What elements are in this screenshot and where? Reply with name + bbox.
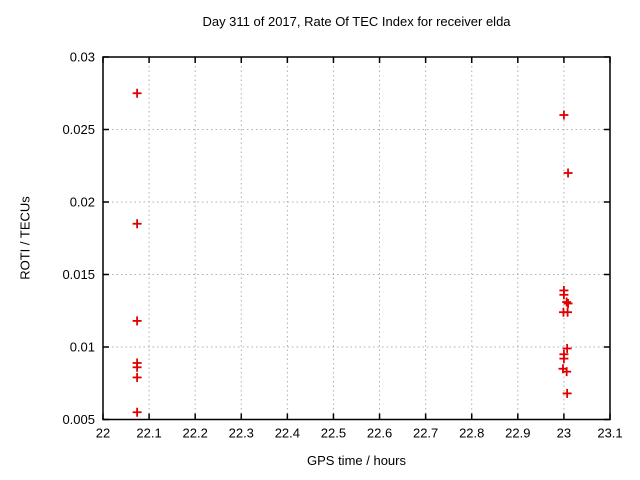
x-tick-label: 22.5 bbox=[321, 426, 346, 441]
y-tick-label: 0.03 bbox=[70, 50, 95, 65]
x-tick-label: 22.9 bbox=[505, 426, 530, 441]
x-tick-label: 22.1 bbox=[136, 426, 161, 441]
y-tick-label: 0.01 bbox=[70, 340, 95, 355]
y-tick-label: 0.005 bbox=[62, 412, 95, 427]
y-tick-label: 0.025 bbox=[62, 122, 95, 137]
chart-title: Day 311 of 2017, Rate Of TEC Index for r… bbox=[202, 14, 511, 29]
x-tick-label: 22.3 bbox=[229, 426, 254, 441]
x-tick-label: 22.7 bbox=[413, 426, 438, 441]
x-axis-label: GPS time / hours bbox=[307, 453, 406, 468]
x-tick-label: 22 bbox=[96, 426, 110, 441]
x-tick-label: 22.8 bbox=[459, 426, 484, 441]
x-tick-label: 22.4 bbox=[275, 426, 300, 441]
plot-border bbox=[102, 56, 611, 421]
y-tick-label: 0.02 bbox=[70, 195, 95, 210]
x-tick-label: 22.2 bbox=[183, 426, 208, 441]
x-tick-label: 23 bbox=[557, 426, 571, 441]
x-tick-label: 23.1 bbox=[597, 426, 622, 441]
y-tick-label: 0.015 bbox=[62, 267, 95, 282]
x-tick-label: 22.6 bbox=[367, 426, 392, 441]
